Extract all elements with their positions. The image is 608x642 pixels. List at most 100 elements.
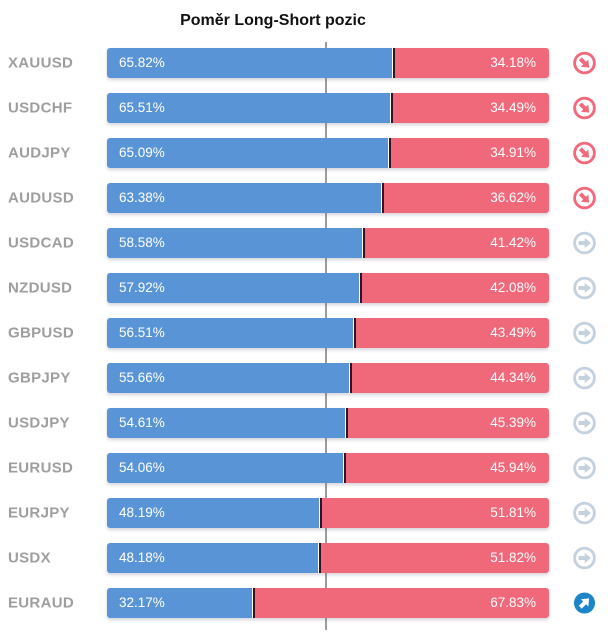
- signal-neutral-arrow-icon[interactable]: [573, 231, 596, 254]
- pair-symbol-label: EURAUD: [8, 594, 74, 611]
- long-percent-value: 48.19%: [119, 505, 165, 520]
- signal-neutral-arrow-icon[interactable]: [573, 276, 596, 299]
- long-segment: 32.17%: [107, 587, 253, 618]
- ratio-bar: 65.51% 34.49%: [107, 92, 549, 123]
- long-segment: 48.19%: [107, 497, 319, 528]
- segment-divider: [343, 452, 346, 483]
- signal-neutral-arrow-icon[interactable]: [573, 321, 596, 344]
- short-percent-value: 34.49%: [490, 100, 536, 115]
- segment-gap: [318, 542, 320, 573]
- pair-symbol-label: GBPJPY: [8, 369, 71, 386]
- ratio-bar: 32.17% 67.83%: [107, 587, 549, 618]
- pair-symbol-label: XAUUSD: [8, 54, 74, 71]
- segment-divider: [382, 182, 385, 213]
- long-segment: 48.18%: [107, 542, 319, 573]
- short-segment: 67.83%: [255, 587, 549, 618]
- ratio-bar: 65.82% 34.18%: [107, 47, 549, 78]
- long-percent-value: 58.58%: [119, 235, 165, 250]
- short-percent-value: 34.18%: [490, 55, 536, 70]
- long-percent-value: 54.61%: [119, 415, 165, 430]
- long-segment: 54.61%: [107, 407, 346, 438]
- pair-symbol-label: EURUSD: [8, 459, 74, 476]
- segment-gap: [318, 497, 320, 528]
- segment-gap: [358, 272, 360, 303]
- signal-neutral-arrow-icon[interactable]: [573, 366, 596, 389]
- long-percent-value: 65.51%: [119, 100, 165, 115]
- short-percent-value: 45.94%: [490, 460, 536, 475]
- ratio-bar: 58.58% 41.42%: [107, 227, 549, 258]
- ratio-bar: 48.18% 51.82%: [107, 542, 549, 573]
- pair-symbol-label: USDJPY: [8, 414, 70, 431]
- signal-neutral-arrow-icon[interactable]: [573, 411, 596, 434]
- short-segment: 45.94%: [345, 452, 549, 483]
- long-segment: 57.92%: [107, 272, 359, 303]
- short-percent-value: 51.82%: [490, 550, 536, 565]
- long-percent-value: 55.66%: [119, 370, 165, 385]
- signal-neutral-arrow-icon[interactable]: [573, 501, 596, 524]
- pair-row: USDJPY 54.61% 45.39%: [0, 400, 608, 445]
- segment-gap: [388, 137, 390, 168]
- pair-row: EURJPY 48.19% 51.81%: [0, 490, 608, 535]
- ratio-bar: 57.92% 42.08%: [107, 272, 549, 303]
- short-segment: 36.62%: [384, 182, 549, 213]
- short-segment: 45.39%: [348, 407, 549, 438]
- pair-row: USDCAD 58.58% 41.42%: [0, 220, 608, 265]
- segment-divider: [362, 227, 365, 258]
- signal-buy-arrow-icon[interactable]: [573, 591, 596, 614]
- pair-symbol-label: GBPUSD: [8, 324, 74, 341]
- short-segment: 34.49%: [393, 92, 549, 123]
- segment-divider: [353, 317, 356, 348]
- long-percent-value: 56.51%: [119, 325, 165, 340]
- ratio-bar: 54.06% 45.94%: [107, 452, 549, 483]
- pair-row: NZDUSD 57.92% 42.08%: [0, 265, 608, 310]
- short-percent-value: 36.62%: [490, 190, 536, 205]
- pair-symbol-label: USDCAD: [8, 234, 74, 251]
- pair-symbol-label: AUDJPY: [8, 144, 71, 161]
- ratio-bar: 63.38% 36.62%: [107, 182, 549, 213]
- segment-divider: [253, 587, 256, 618]
- segment-gap: [345, 407, 347, 438]
- segment-gap: [342, 452, 344, 483]
- pair-row: GBPUSD 56.51% 43.49%: [0, 310, 608, 355]
- pair-row: EURAUD 32.17% 67.83%: [0, 580, 608, 625]
- segment-gap: [252, 587, 254, 618]
- short-percent-value: 43.49%: [490, 325, 536, 340]
- short-percent-value: 51.81%: [490, 505, 536, 520]
- ratio-bar: 56.51% 43.49%: [107, 317, 549, 348]
- short-segment: 44.34%: [352, 362, 549, 393]
- signal-sell-arrow-icon[interactable]: [573, 141, 596, 164]
- short-segment: 42.08%: [361, 272, 549, 303]
- pair-symbol-label: AUDUSD: [8, 189, 74, 206]
- segment-divider: [392, 47, 395, 78]
- pair-symbol-label: USDX: [8, 549, 51, 566]
- signal-sell-arrow-icon[interactable]: [573, 186, 596, 209]
- long-percent-value: 65.09%: [119, 145, 165, 160]
- segment-gap: [391, 47, 393, 78]
- short-segment: 34.18%: [394, 47, 549, 78]
- long-segment: 58.58%: [107, 227, 362, 258]
- pair-row: AUDUSD 63.38% 36.62%: [0, 175, 608, 220]
- short-percent-value: 45.39%: [490, 415, 536, 430]
- segment-gap: [352, 317, 354, 348]
- signal-neutral-arrow-icon[interactable]: [573, 546, 596, 569]
- segment-divider: [319, 497, 322, 528]
- short-segment: 51.82%: [321, 542, 549, 573]
- long-percent-value: 48.18%: [119, 550, 165, 565]
- long-segment: 63.38%: [107, 182, 382, 213]
- signal-sell-arrow-icon[interactable]: [573, 51, 596, 74]
- segment-divider: [359, 272, 362, 303]
- signal-sell-arrow-icon[interactable]: [573, 96, 596, 119]
- pair-row: USDX 48.18% 51.82%: [0, 535, 608, 580]
- segment-gap: [381, 182, 383, 213]
- segment-gap: [390, 92, 392, 123]
- short-percent-value: 42.08%: [490, 280, 536, 295]
- pair-symbol-label: EURJPY: [8, 504, 70, 521]
- long-percent-value: 54.06%: [119, 460, 165, 475]
- long-segment: 55.66%: [107, 362, 350, 393]
- long-segment: 65.51%: [107, 92, 391, 123]
- pair-symbol-label: USDCHF: [8, 99, 73, 116]
- short-percent-value: 34.91%: [490, 145, 536, 160]
- signal-neutral-arrow-icon[interactable]: [573, 456, 596, 479]
- long-percent-value: 63.38%: [119, 190, 165, 205]
- segment-divider: [350, 362, 353, 393]
